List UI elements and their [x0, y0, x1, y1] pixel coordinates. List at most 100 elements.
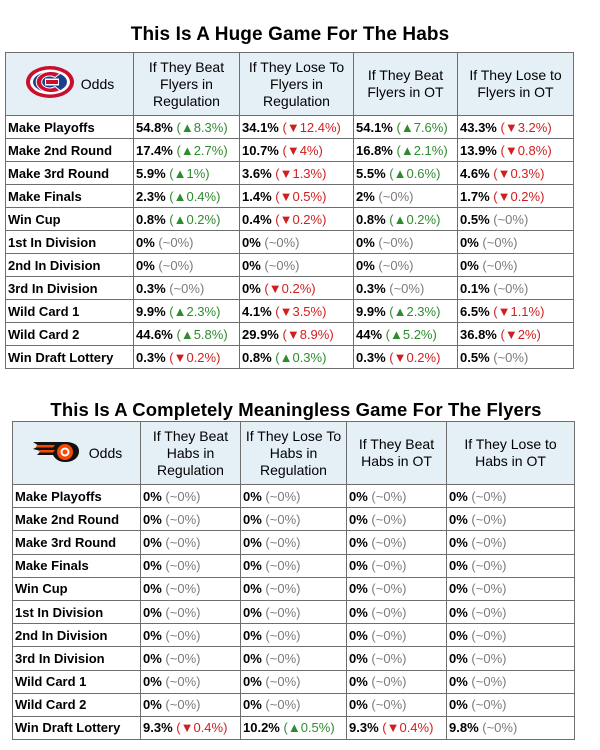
odds-change: (▼0.2%) [389, 349, 441, 365]
odds-change: (~0%) [371, 674, 407, 690]
odds-cell: 0% (~0%) [240, 553, 347, 578]
odds-value: 0% [143, 581, 162, 597]
odds-change: (~0%) [471, 674, 507, 690]
odds-cell: 2% (~0%) [353, 184, 458, 208]
odds-value: 0% [449, 511, 468, 527]
odds-value: 0% [449, 674, 468, 690]
odds-value: 0% [243, 488, 262, 504]
row-label: 1st In Division [12, 599, 141, 625]
odds-value: 4.6% [460, 165, 490, 181]
odds-change: (▲5.2%) [385, 326, 437, 342]
odds-change: (~0%) [482, 257, 518, 273]
odds-change: (▼0.4%) [382, 720, 434, 736]
odds-change: (~0%) [169, 280, 205, 296]
odds-value: 0% [349, 674, 368, 690]
odds-cell: 0.5% (~0%) [457, 345, 574, 369]
table-row: 1st In Division 0% (~0%) 0% (~0%) 0% (~0%) 0… [5, 230, 574, 254]
odds-cell: 9.3% (▼0.4%) [346, 715, 447, 741]
odds-change: (~0%) [471, 488, 507, 504]
odds-change: (~0%) [493, 211, 529, 227]
odds-change: (~0%) [265, 650, 301, 666]
odds-value: 0% [349, 627, 368, 643]
odds-cell: 0% (~0%) [140, 576, 241, 601]
odds-value: 0% [349, 581, 368, 597]
odds-value: 9.9% [356, 303, 386, 319]
odds-cell: 9.9% (▲2.3%) [353, 299, 458, 323]
odds-cell: 0% (~0%) [140, 669, 241, 694]
odds-value: 0.4% [242, 211, 272, 227]
odds-value: 1.4% [242, 188, 272, 204]
odds-change: (~0%) [165, 581, 201, 597]
odds-change: (~0%) [165, 558, 201, 574]
odds-value: 0% [243, 674, 262, 690]
odds-change: (▼0.2%) [169, 349, 221, 365]
odds-value: 0% [243, 511, 262, 527]
odds-cell: 0% (~0%) [239, 253, 354, 277]
odds-cell: 0% (~0%) [239, 230, 354, 254]
odds-change: (~0%) [371, 558, 407, 574]
odds-cell: 0% (~0%) [346, 507, 447, 532]
odds-cell: 0% (~0%) [446, 507, 575, 532]
odds-value: 0% [349, 697, 368, 713]
odds-cell: 0% (~0%) [140, 553, 241, 578]
odds-change: (~0%) [471, 534, 507, 550]
odds-value: 0% [143, 697, 162, 713]
odds-cell: 0% (~0%) [457, 253, 574, 277]
habs-section-title: This Is A Huge Game For The Habs [130, 24, 450, 45]
row-label: Make 2nd Round [5, 138, 134, 162]
odds-cell: 0% (~0%) [140, 483, 241, 509]
table-row: 1st In Division 0% (~0%) 0% (~0%) 0% (~0%) 0… [12, 599, 575, 625]
odds-value: 10.2% [243, 720, 280, 736]
row-label: Win Draft Lottery [12, 715, 141, 741]
odds-cell: 0.8% (▲0.2%) [133, 207, 240, 231]
odds-cell: 0% (~0%) [133, 253, 240, 277]
odds-change: (~0%) [371, 488, 407, 504]
odds-cell: 0% (~0%) [446, 483, 575, 509]
odds-cell: 0.8% (▲0.3%) [239, 345, 354, 369]
odds-value: 0% [143, 604, 162, 620]
odds-cell: 0% (~0%) [240, 692, 347, 717]
odds-cell: 0% (~0%) [140, 692, 241, 717]
odds-change: (~0%) [371, 581, 407, 597]
odds-cell: 0% (~0%) [346, 623, 447, 648]
odds-change: (▲8.3%) [176, 119, 228, 135]
table-row: 3rd In Division 0% (~0%) 0% (~0%) 0% (~0%) 0… [12, 646, 575, 671]
odds-value: 9.3% [143, 720, 173, 736]
odds-change: (▲1%) [169, 165, 210, 181]
odds-change: (~0%) [165, 511, 201, 527]
odds-value: 9.8% [449, 720, 479, 736]
odds-value: 36.8% [460, 326, 497, 342]
table-row: Wild Card 1 9.9% (▲2.3%) 4.1% (▼3.5%) 9.9% … [5, 299, 574, 323]
odds-change: (~0%) [371, 627, 407, 643]
odds-cell: 16.8% (▲2.1%) [353, 138, 458, 162]
odds-value: 0% [449, 627, 468, 643]
odds-value: 0% [460, 234, 479, 250]
row-label: Make Playoffs [5, 115, 134, 139]
flyers-col-header-4: If They Lose to Habs in OT [446, 421, 575, 485]
odds-value: 44.6% [136, 326, 173, 342]
odds-change: (▲0.5%) [283, 720, 335, 736]
odds-value: 0.5% [460, 211, 490, 227]
odds-cell: 5.9% (▲1%) [133, 161, 240, 185]
odds-cell: 0% (~0%) [240, 646, 347, 671]
odds-cell: 0% (~0%) [140, 507, 241, 532]
odds-cell: 34.1% (▼12.4%) [239, 115, 354, 139]
odds-value: 0% [243, 534, 262, 550]
odds-cell: 44% (▲5.2%) [353, 322, 458, 346]
odds-value: 0% [143, 534, 162, 550]
row-label: Wild Card 2 [5, 322, 134, 346]
odds-value: 0.8% [356, 211, 386, 227]
row-label: Make Finals [12, 553, 141, 578]
odds-value: 10.7% [242, 142, 279, 158]
odds-change: (~0%) [165, 674, 201, 690]
odds-change: (~0%) [471, 627, 507, 643]
row-label: Make 3rd Round [12, 530, 141, 555]
table-row: 2nd In Division 0% (~0%) 0% (~0%) 0% (~0%) 0… [12, 623, 575, 648]
odds-change: (~0%) [371, 697, 407, 713]
odds-change: (~0%) [471, 581, 507, 597]
odds-cell: 43.3% (▼3.2%) [457, 115, 574, 139]
odds-change: (▲0.3%) [275, 349, 327, 365]
odds-cell: 17.4% (▲2.7%) [133, 138, 240, 162]
table-row: 3rd In Division 0.3% (~0%) 0% (▼0.2%) 0.3% … [5, 276, 574, 300]
odds-change: (▼1.3%) [275, 165, 327, 181]
